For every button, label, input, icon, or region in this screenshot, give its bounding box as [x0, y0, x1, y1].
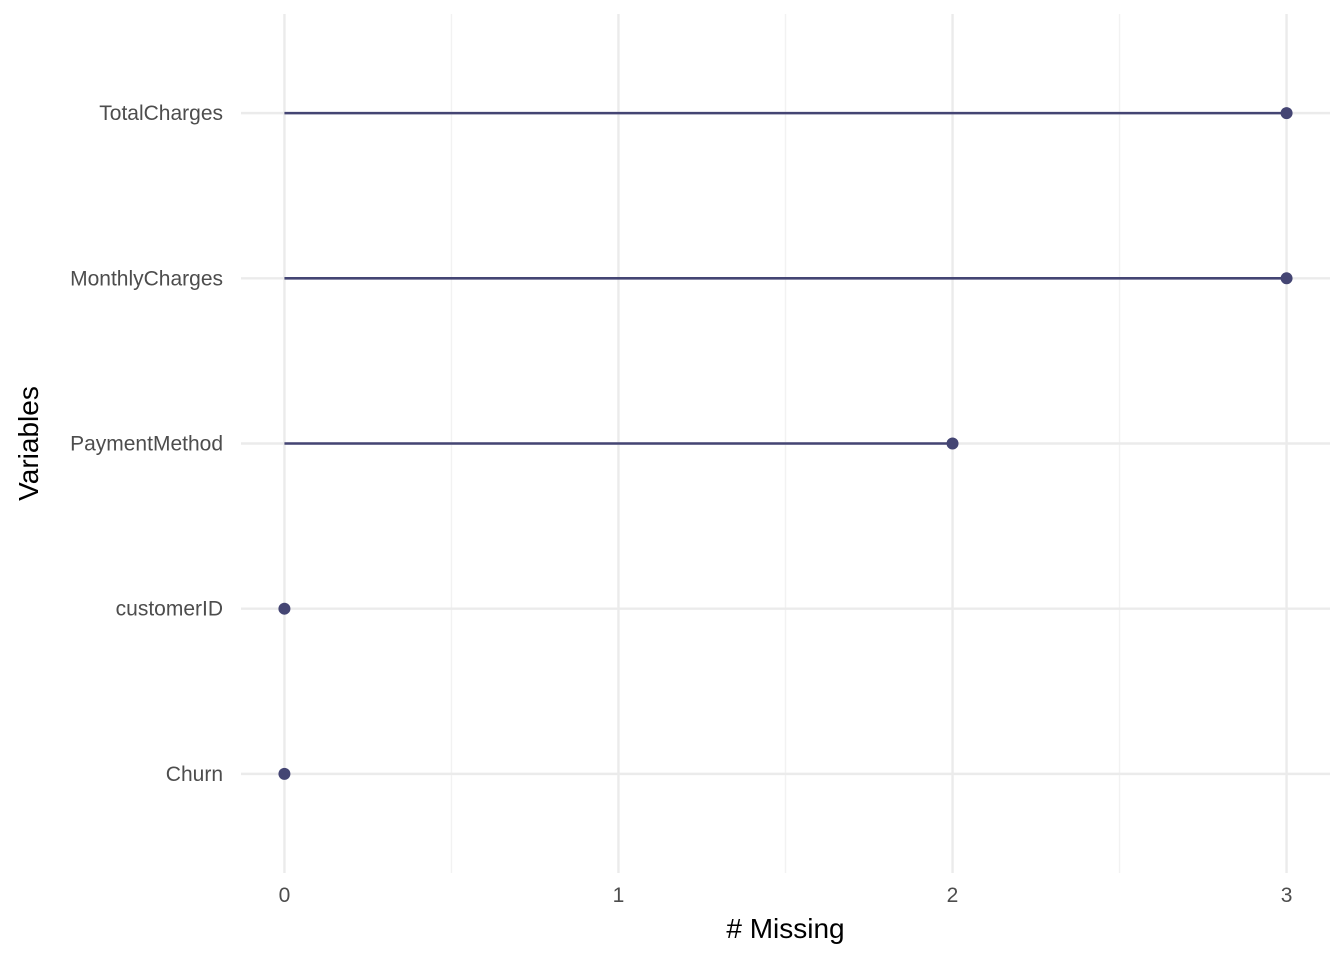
- x-tick-label: 0: [279, 884, 291, 907]
- lollipop-point: [1280, 107, 1293, 120]
- labels-layer: TotalCharges MonthlyCharges PaymentMethod c…: [70, 102, 1292, 907]
- marks-layer: [278, 107, 1293, 780]
- lollipop-point: [946, 437, 959, 450]
- x-axis-title: # Missing: [726, 913, 844, 944]
- y-tick-label: MonthlyCharges: [70, 267, 223, 290]
- y-axis-title: Variables: [13, 386, 44, 501]
- y-tick-label: PaymentMethod: [70, 433, 223, 456]
- x-tick-label: 3: [1281, 884, 1293, 907]
- x-tick-label: 2: [947, 884, 959, 907]
- y-tick-label: TotalCharges: [99, 102, 223, 125]
- x-tick-label: 1: [613, 884, 625, 907]
- lollipop-point: [278, 767, 291, 780]
- lollipop-point: [1280, 272, 1293, 285]
- y-tick-label: customerID: [116, 598, 223, 621]
- lollipop-point: [278, 602, 291, 615]
- y-tick-label: Churn: [166, 763, 223, 786]
